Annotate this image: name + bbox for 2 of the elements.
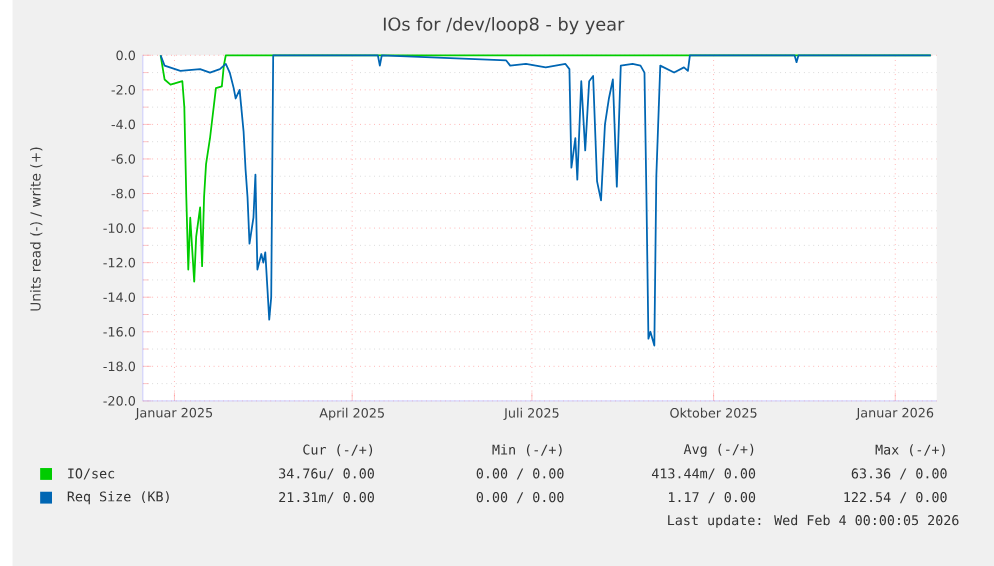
chart-title: IOs for /dev/loop8 - by year — [383, 16, 625, 34]
line-series — [159, 54, 932, 347]
